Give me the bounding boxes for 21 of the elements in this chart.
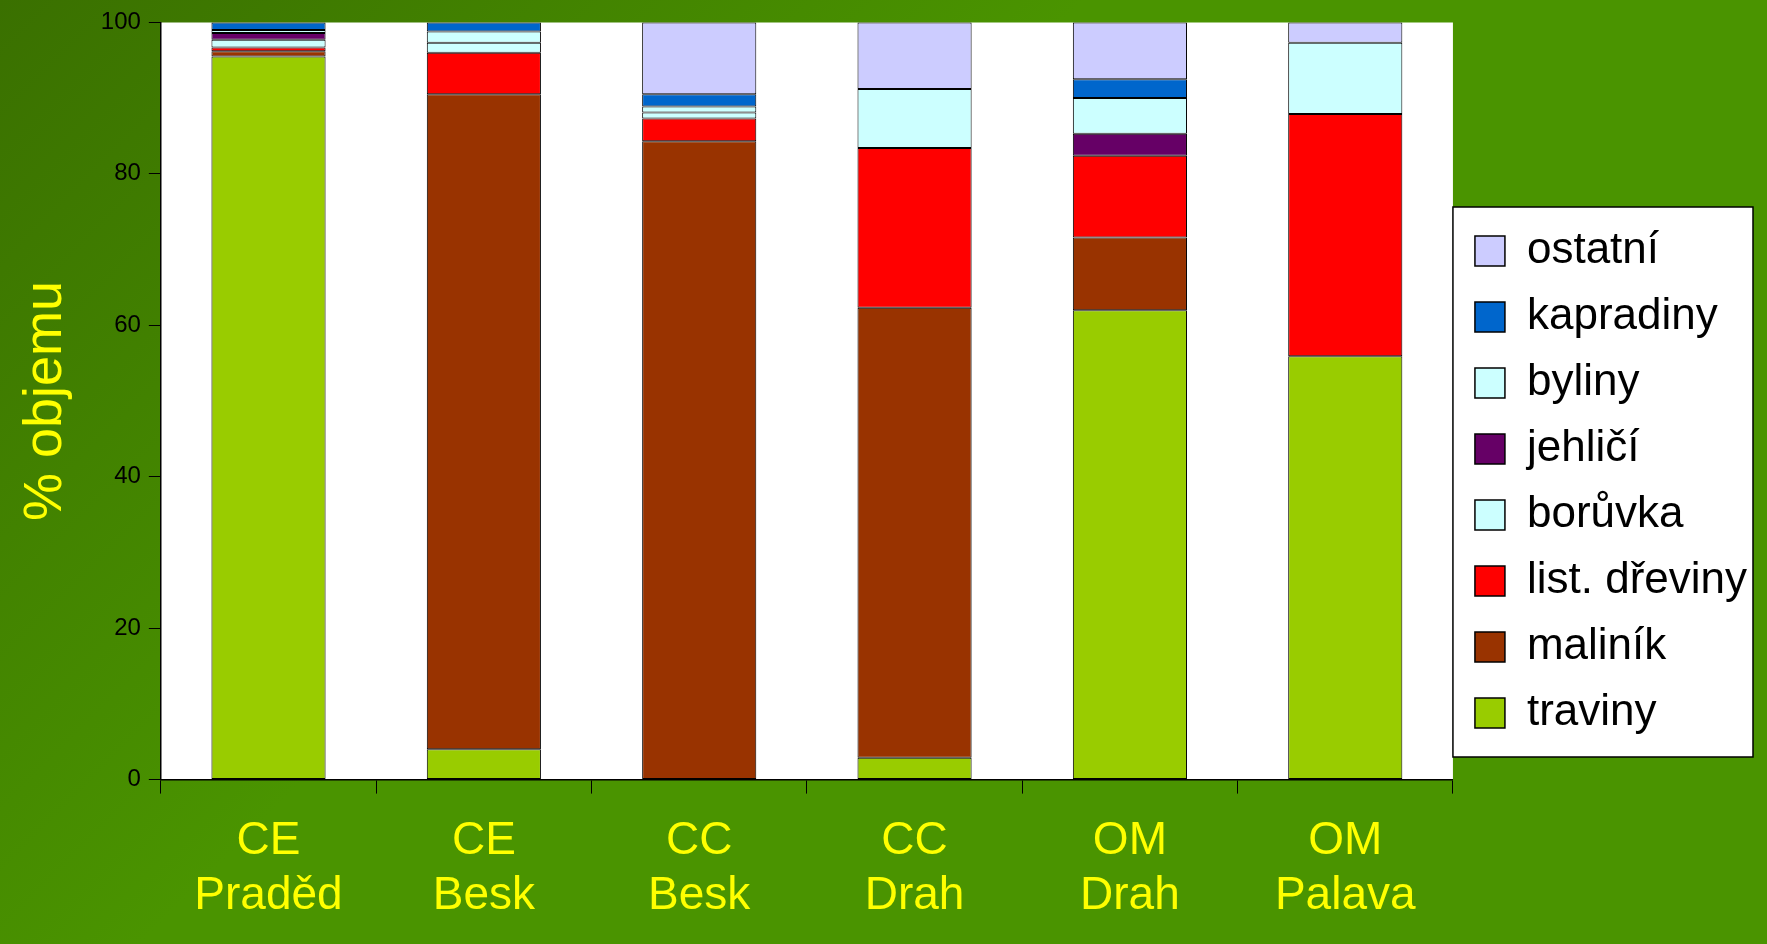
y-axis-title: % objemu (12, 280, 73, 522)
legend-label: list. dřeviny (1526, 553, 1748, 603)
legend-label: borůvka (1526, 487, 1684, 537)
y-tick-label: 60 (114, 309, 141, 337)
x-tick-label: OM Palava (1274, 811, 1416, 920)
y-tick-label: 100 (100, 7, 141, 35)
x-tick-label: CC Drah (864, 811, 965, 920)
legend-label: maliník (1526, 619, 1668, 669)
y-tick-label: 80 (114, 158, 141, 186)
legend-label: jehličí (1524, 421, 1641, 471)
y-tick-label: 20 (114, 612, 141, 640)
x-tick-label: CE Praděd (194, 811, 343, 920)
legend-label: kapradiny (1526, 289, 1718, 339)
x-tick-label: CE Besk (432, 811, 536, 920)
y-tick-label: 40 (114, 461, 141, 489)
legend-label: ostatní (1526, 223, 1660, 273)
y-tick-label: 0 (127, 764, 141, 792)
legend-label: traviny (1526, 685, 1657, 735)
x-tick-label: OM Drah (1080, 811, 1180, 920)
x-tick-label: CC Besk (648, 811, 752, 920)
legend-label: byliny (1526, 355, 1640, 405)
